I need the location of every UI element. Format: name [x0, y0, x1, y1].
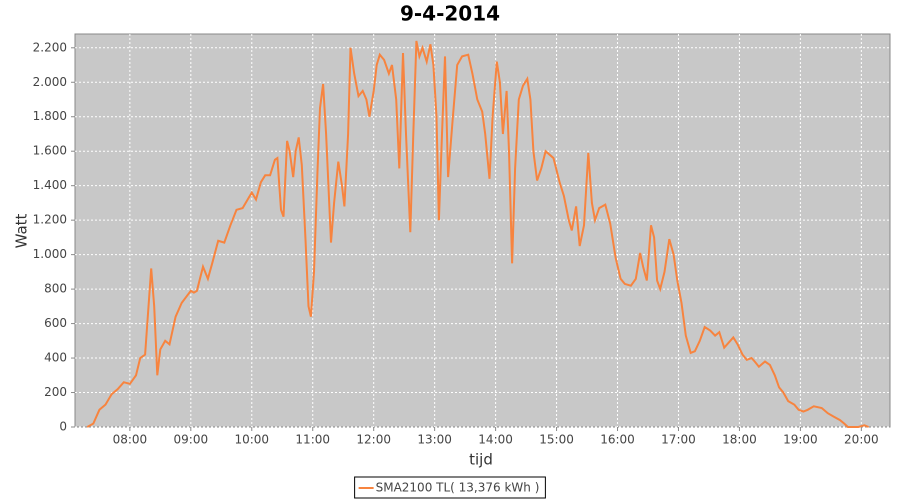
y-axis-label: Watt: [13, 213, 31, 248]
y-tick-label: 1.200: [33, 213, 67, 227]
x-tick-label: 18:00: [722, 433, 757, 447]
x-tick-label: 13:00: [417, 433, 452, 447]
x-tick-label: 14:00: [478, 433, 513, 447]
x-tick-label: 20:00: [844, 433, 879, 447]
y-tick-label: 2.000: [33, 75, 67, 89]
x-tick-label: 16:00: [600, 433, 635, 447]
y-tick-label: 1.400: [33, 178, 67, 192]
x-tick-label: 19:00: [783, 433, 818, 447]
legend: SMA2100 TL( 13,376 kWh ): [354, 476, 546, 499]
x-tick-label: 11:00: [295, 433, 330, 447]
x-tick-label: 08:00: [113, 433, 148, 447]
y-tick-label: 2.200: [33, 40, 67, 54]
y-tick-label: 800: [44, 282, 67, 296]
x-axis-label: tijd: [469, 451, 493, 469]
y-tick-label: 400: [44, 351, 67, 365]
legend-label: SMA2100 TL( 13,376 kWh ): [376, 481, 540, 495]
x-tick-label: 09:00: [174, 433, 209, 447]
y-tick-label: 0: [59, 420, 67, 434]
y-tick-label: 600: [44, 316, 67, 330]
x-tick-label: 15:00: [539, 433, 574, 447]
x-tick-label: 10:00: [234, 433, 269, 447]
legend-box: [354, 476, 546, 499]
y-tick-label: 200: [44, 385, 67, 399]
y-tick-label: 1.000: [33, 247, 67, 261]
x-tick-label: 12:00: [356, 433, 391, 447]
data-line: [86, 40, 870, 428]
plot-background: [74, 33, 891, 428]
chart-title: 9-4-2014: [400, 2, 500, 26]
x-tick-label: 17:00: [661, 433, 696, 447]
y-tick-label: 1.600: [33, 144, 67, 158]
y-tick-label: 1.800: [33, 109, 67, 123]
